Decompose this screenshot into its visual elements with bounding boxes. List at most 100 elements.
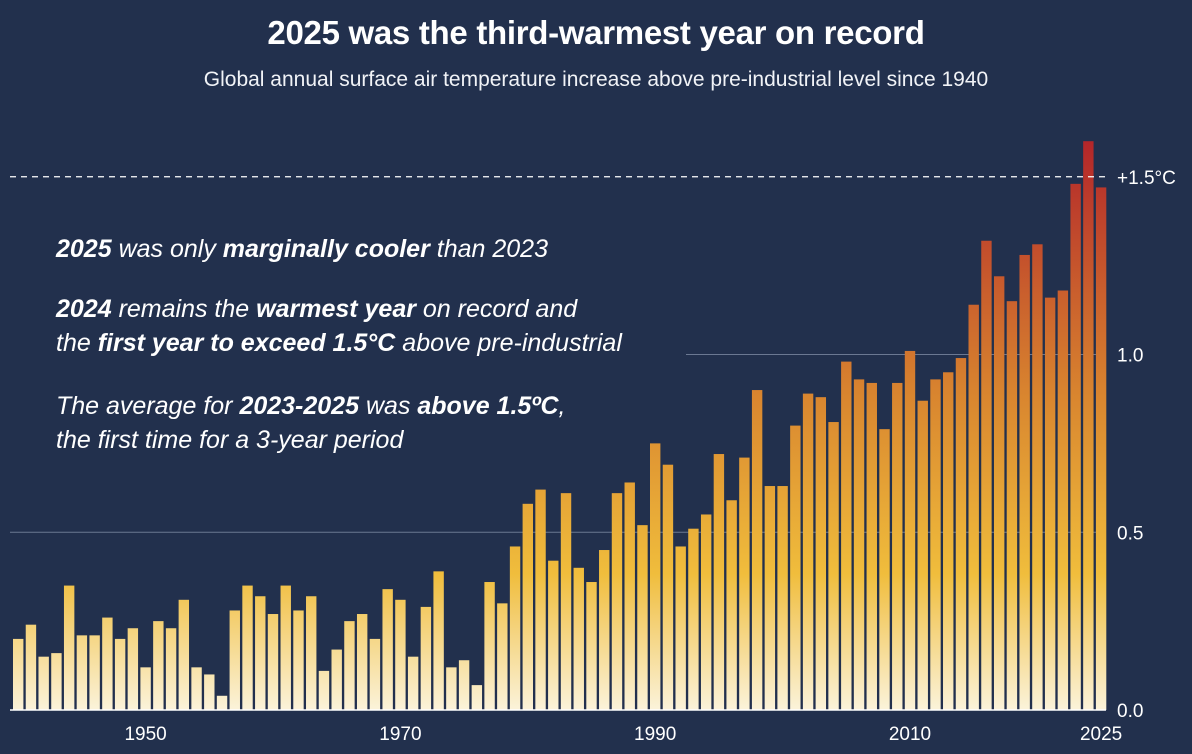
bar-1993 [688,528,699,710]
bar-1947 [102,617,113,710]
bar-1992 [675,546,686,710]
bar-2017 [993,276,1005,710]
chart-subtitle: Global annual surface air temperature in… [203,68,989,91]
bar-1957 [229,610,240,710]
bar-1981 [535,489,546,710]
bar-1991 [662,464,674,710]
bar-2014 [955,358,967,710]
bar-1945 [76,635,88,710]
bar-1972 [420,606,432,710]
x-tick-label: 1950 [124,724,166,745]
bar-1998 [751,390,763,710]
bars [10,141,1107,711]
bar-1951 [153,621,164,710]
x-axis: 1950 1970 1990 2010 2025 [124,724,1122,745]
annotation-1-year: 2025 [56,235,112,263]
bar-2012 [930,379,941,710]
bar-2016 [981,240,992,711]
annotation-1: 2025 was only marginally cooler than 202… [56,235,548,263]
x-tick-label: 1970 [379,724,421,745]
bar-1970 [395,599,406,710]
bar-1959 [255,596,266,710]
bar-2001 [790,425,801,710]
bar-2019 [1019,254,1030,710]
bar-1986 [599,550,610,710]
annotation-3-period: 2023-2025 [239,392,359,420]
bar-1946 [89,635,100,710]
bar-1960 [267,614,279,710]
annotation-2-year: 2024 [56,295,112,323]
bar-1975 [458,660,470,710]
bar-1961 [280,585,291,710]
bar-1942 [38,656,49,710]
x-tick-label: 1990 [634,724,676,745]
y-tick-label: 0.0 [1117,701,1143,722]
bar-1952 [165,628,177,710]
bar-2008 [879,429,890,710]
bar-2024 [1083,141,1094,710]
bar-1989 [637,525,648,710]
bar-1979 [509,546,521,710]
bar-1955 [204,674,215,710]
annotation-3: The average for 2023-2025 was above 1.5º… [56,392,566,454]
y-tick-label: 0.5 [1117,523,1143,544]
bar-1969 [382,589,393,710]
bar-1948 [114,638,126,710]
bar-1966 [344,621,355,710]
bar-2010 [904,350,916,710]
bar-1999 [764,486,776,710]
bar-2023 [1070,183,1081,711]
bar-1990 [650,443,661,710]
bar-1985 [586,582,597,710]
bar-1963 [306,596,317,710]
bar-1982 [548,560,559,710]
bar-2002 [802,393,814,710]
bar-1949 [127,628,139,710]
bar-1976 [471,685,483,710]
bar-1950 [140,667,151,710]
bar-1958 [242,585,253,710]
bar-2004 [828,422,839,710]
bar-2025 [1095,187,1107,711]
bar-1977 [484,582,495,710]
bar-2022 [1057,290,1069,710]
y-tick-label: 1.0 [1117,346,1143,367]
bar-1987 [611,493,623,710]
bar-1943 [51,653,62,710]
bar-2015 [968,304,979,710]
bar-1995 [713,454,725,710]
bar-1941 [25,624,37,710]
bar-1980 [522,503,533,710]
bar-2005 [841,361,852,710]
annotation-2: 2024 remains the warmest year on record … [56,295,622,357]
bar-2000 [777,486,788,710]
bar-1944 [63,585,75,710]
bar-1984 [573,567,584,710]
bar-1971 [407,656,419,710]
bar-2006 [853,379,865,710]
bar-1974 [446,667,457,710]
bar-1968 [369,638,381,710]
bar-1996 [726,500,737,710]
bar-1994 [700,514,712,710]
y-tick-label: +1.5°C [1117,168,1176,189]
bar-1978 [497,603,508,710]
bar-2013 [943,372,954,710]
x-tick-label: 2010 [889,724,931,745]
bar-2003 [815,397,827,710]
bar-2020 [1032,244,1043,711]
bar-1953 [178,599,190,710]
chart-title: 2025 was the third-warmest year on recor… [267,14,925,51]
x-tick-label: 2025 [1080,724,1122,745]
bar-1940 [13,638,24,710]
bar-1988 [624,482,635,710]
bar-1962 [293,610,304,710]
bar-1967 [356,614,368,710]
bar-2018 [1006,301,1018,710]
bar-1983 [560,493,572,710]
bar-1973 [433,571,444,710]
bar-1954 [191,667,202,710]
bar-2007 [866,382,877,710]
bar-1965 [331,649,342,710]
